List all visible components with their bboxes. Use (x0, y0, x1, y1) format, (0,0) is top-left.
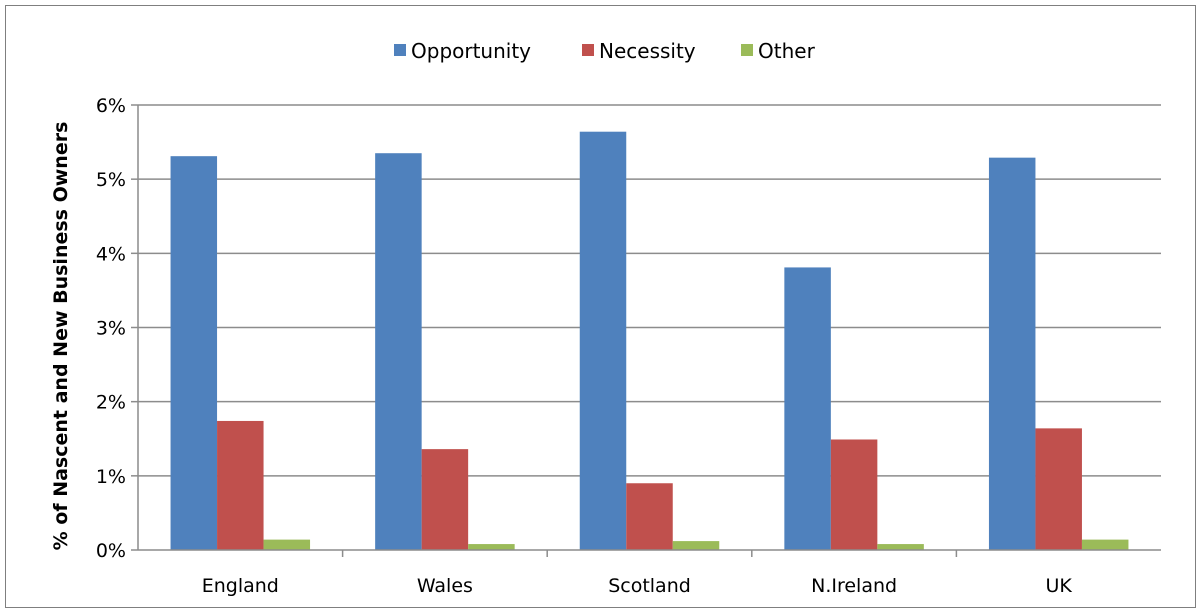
x-tick-label: Scotland (608, 575, 691, 597)
bar-other-england (263, 539, 311, 550)
bar-necessity-wales (421, 449, 469, 550)
y-tick-labels: 0% 1% 2% 3% 4% 5% 6% (96, 95, 126, 562)
y-tick-label: 6% (96, 95, 126, 117)
bar-opportunity-england (170, 156, 218, 551)
legend-label-opportunity: Opportunity (411, 39, 531, 63)
y-tick-label: 1% (96, 466, 126, 488)
axes (137, 105, 1161, 557)
y-tick-label: 0% (96, 540, 126, 562)
bar-opportunity-uk (988, 157, 1036, 551)
legend-swatch-opportunity (394, 44, 406, 56)
bar-necessity-scotland (626, 483, 673, 550)
bar-other-scotland (672, 541, 720, 550)
bars (170, 131, 1129, 551)
y-axis-title: % of Nascent and New Business Owners (50, 122, 72, 551)
legend-label-necessity: Necessity (599, 39, 696, 63)
bar-necessity-uk (1035, 428, 1082, 550)
x-tick-label: N.Ireland (811, 575, 897, 597)
bar-other-uk (1081, 539, 1129, 550)
bar-opportunity-wales (375, 153, 422, 551)
y-tick-label: 4% (96, 243, 126, 265)
legend-label-other: Other (758, 39, 816, 63)
legend-swatch-other (741, 44, 753, 56)
bar-opportunity-nireland (784, 267, 831, 550)
bar-other-wales (468, 544, 515, 550)
bar-necessity-england (217, 420, 264, 550)
legend: Opportunity Necessity Other (394, 39, 816, 63)
y-tick-label: 3% (96, 318, 126, 340)
x-tick-label: England (202, 575, 279, 597)
y-tick-label: 2% (96, 392, 126, 414)
legend-swatch-necessity (582, 44, 594, 56)
y-tick-label: 5% (96, 169, 126, 191)
bar-other-nireland (877, 544, 924, 550)
bar-necessity-nireland (830, 439, 878, 550)
x-tick-labels: England Wales Scotland N.Ireland UK (202, 575, 1073, 597)
x-tick-label: Wales (417, 575, 473, 597)
x-tick-label: UK (1046, 575, 1073, 597)
bar-opportunity-scotland (579, 131, 627, 550)
